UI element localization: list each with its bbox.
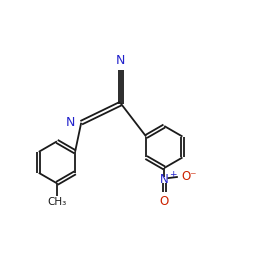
Text: N: N: [66, 116, 76, 129]
Text: O⁻: O⁻: [181, 170, 196, 183]
Text: CH₃: CH₃: [47, 197, 67, 207]
Text: +: +: [169, 170, 177, 179]
Text: O: O: [160, 195, 169, 208]
Text: N: N: [116, 54, 125, 67]
Text: N: N: [160, 173, 169, 186]
